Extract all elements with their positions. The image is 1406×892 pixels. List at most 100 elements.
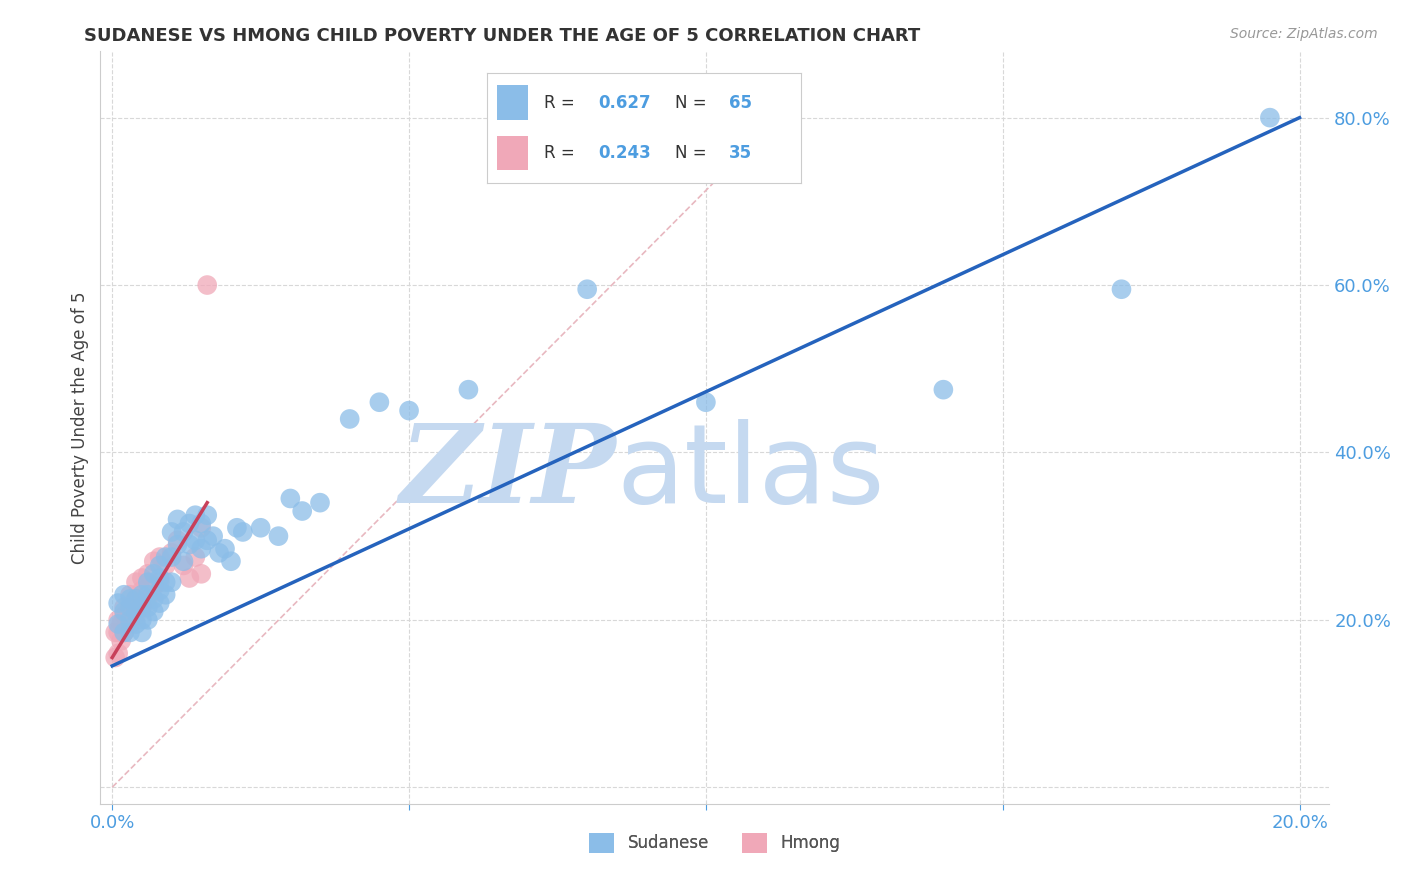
Point <box>160 550 183 565</box>
Point <box>118 625 141 640</box>
Point <box>112 625 135 640</box>
Point <box>118 591 141 606</box>
Point <box>112 625 135 640</box>
Point <box>208 546 231 560</box>
Point <box>190 566 212 581</box>
Point <box>695 395 717 409</box>
Point <box>225 521 247 535</box>
Point <box>112 605 135 619</box>
Point <box>149 558 172 573</box>
Point <box>118 617 141 632</box>
Point <box>368 395 391 409</box>
Point <box>112 600 135 615</box>
Point <box>249 521 271 535</box>
Point <box>125 575 148 590</box>
Point <box>118 588 141 602</box>
Point <box>214 541 236 556</box>
Point <box>232 524 254 539</box>
Point <box>136 575 159 590</box>
Point <box>184 550 207 565</box>
Point <box>118 613 141 627</box>
Point <box>149 575 172 590</box>
Point <box>142 591 165 606</box>
Point <box>149 550 172 565</box>
Y-axis label: Child Poverty Under the Age of 5: Child Poverty Under the Age of 5 <box>72 291 89 564</box>
Point <box>398 403 420 417</box>
Point <box>190 516 212 531</box>
Point <box>179 516 201 531</box>
Text: atlas: atlas <box>616 419 884 526</box>
Point <box>149 583 172 598</box>
Point <box>118 600 141 615</box>
Point <box>219 554 242 568</box>
Point <box>267 529 290 543</box>
Point <box>107 613 129 627</box>
Point <box>125 591 148 606</box>
Point <box>155 550 177 565</box>
Point <box>195 508 218 523</box>
Point <box>155 575 177 590</box>
Point <box>118 600 141 615</box>
Text: SUDANESE VS HMONG CHILD POVERTY UNDER THE AGE OF 5 CORRELATION CHART: SUDANESE VS HMONG CHILD POVERTY UNDER TH… <box>84 27 921 45</box>
Point <box>1258 111 1281 125</box>
Legend: Sudanese, Hmong: Sudanese, Hmong <box>582 826 846 860</box>
Point <box>184 533 207 548</box>
Point <box>155 558 177 573</box>
Point <box>155 588 177 602</box>
Point <box>131 600 153 615</box>
Point <box>131 588 153 602</box>
Point <box>142 566 165 581</box>
Point <box>131 625 153 640</box>
Point <box>110 633 132 648</box>
Point <box>131 613 153 627</box>
Point <box>104 625 127 640</box>
Point <box>172 558 194 573</box>
Point <box>112 608 135 623</box>
Point <box>115 613 138 627</box>
Point <box>160 524 183 539</box>
Point <box>149 596 172 610</box>
Point <box>932 383 955 397</box>
Point <box>110 617 132 632</box>
Point <box>309 496 332 510</box>
Point <box>125 591 148 606</box>
Point <box>136 588 159 602</box>
Point <box>142 605 165 619</box>
Point <box>291 504 314 518</box>
Point <box>136 613 159 627</box>
Point <box>166 512 188 526</box>
Point <box>1111 282 1133 296</box>
Point <box>339 412 361 426</box>
Point <box>142 579 165 593</box>
Point <box>166 537 188 551</box>
Point <box>278 491 301 506</box>
Point <box>104 650 127 665</box>
Point <box>107 617 129 632</box>
Point <box>457 383 479 397</box>
Point <box>184 508 207 523</box>
Point <box>190 521 212 535</box>
Point <box>179 537 201 551</box>
Point <box>172 524 194 539</box>
Point <box>125 617 148 632</box>
Point <box>107 596 129 610</box>
Point <box>202 529 225 543</box>
Point <box>136 591 159 606</box>
Point <box>112 588 135 602</box>
Point <box>142 554 165 568</box>
Point <box>195 278 218 293</box>
Point <box>166 533 188 548</box>
Point <box>195 533 218 548</box>
Point <box>160 575 183 590</box>
Point <box>172 554 194 568</box>
Point <box>136 566 159 581</box>
Point <box>149 571 172 585</box>
Point <box>160 546 183 560</box>
Point <box>107 646 129 660</box>
Text: Source: ZipAtlas.com: Source: ZipAtlas.com <box>1230 27 1378 41</box>
Point <box>125 608 148 623</box>
Point <box>576 282 599 296</box>
Point <box>125 605 148 619</box>
Point <box>179 571 201 585</box>
Point <box>107 625 129 640</box>
